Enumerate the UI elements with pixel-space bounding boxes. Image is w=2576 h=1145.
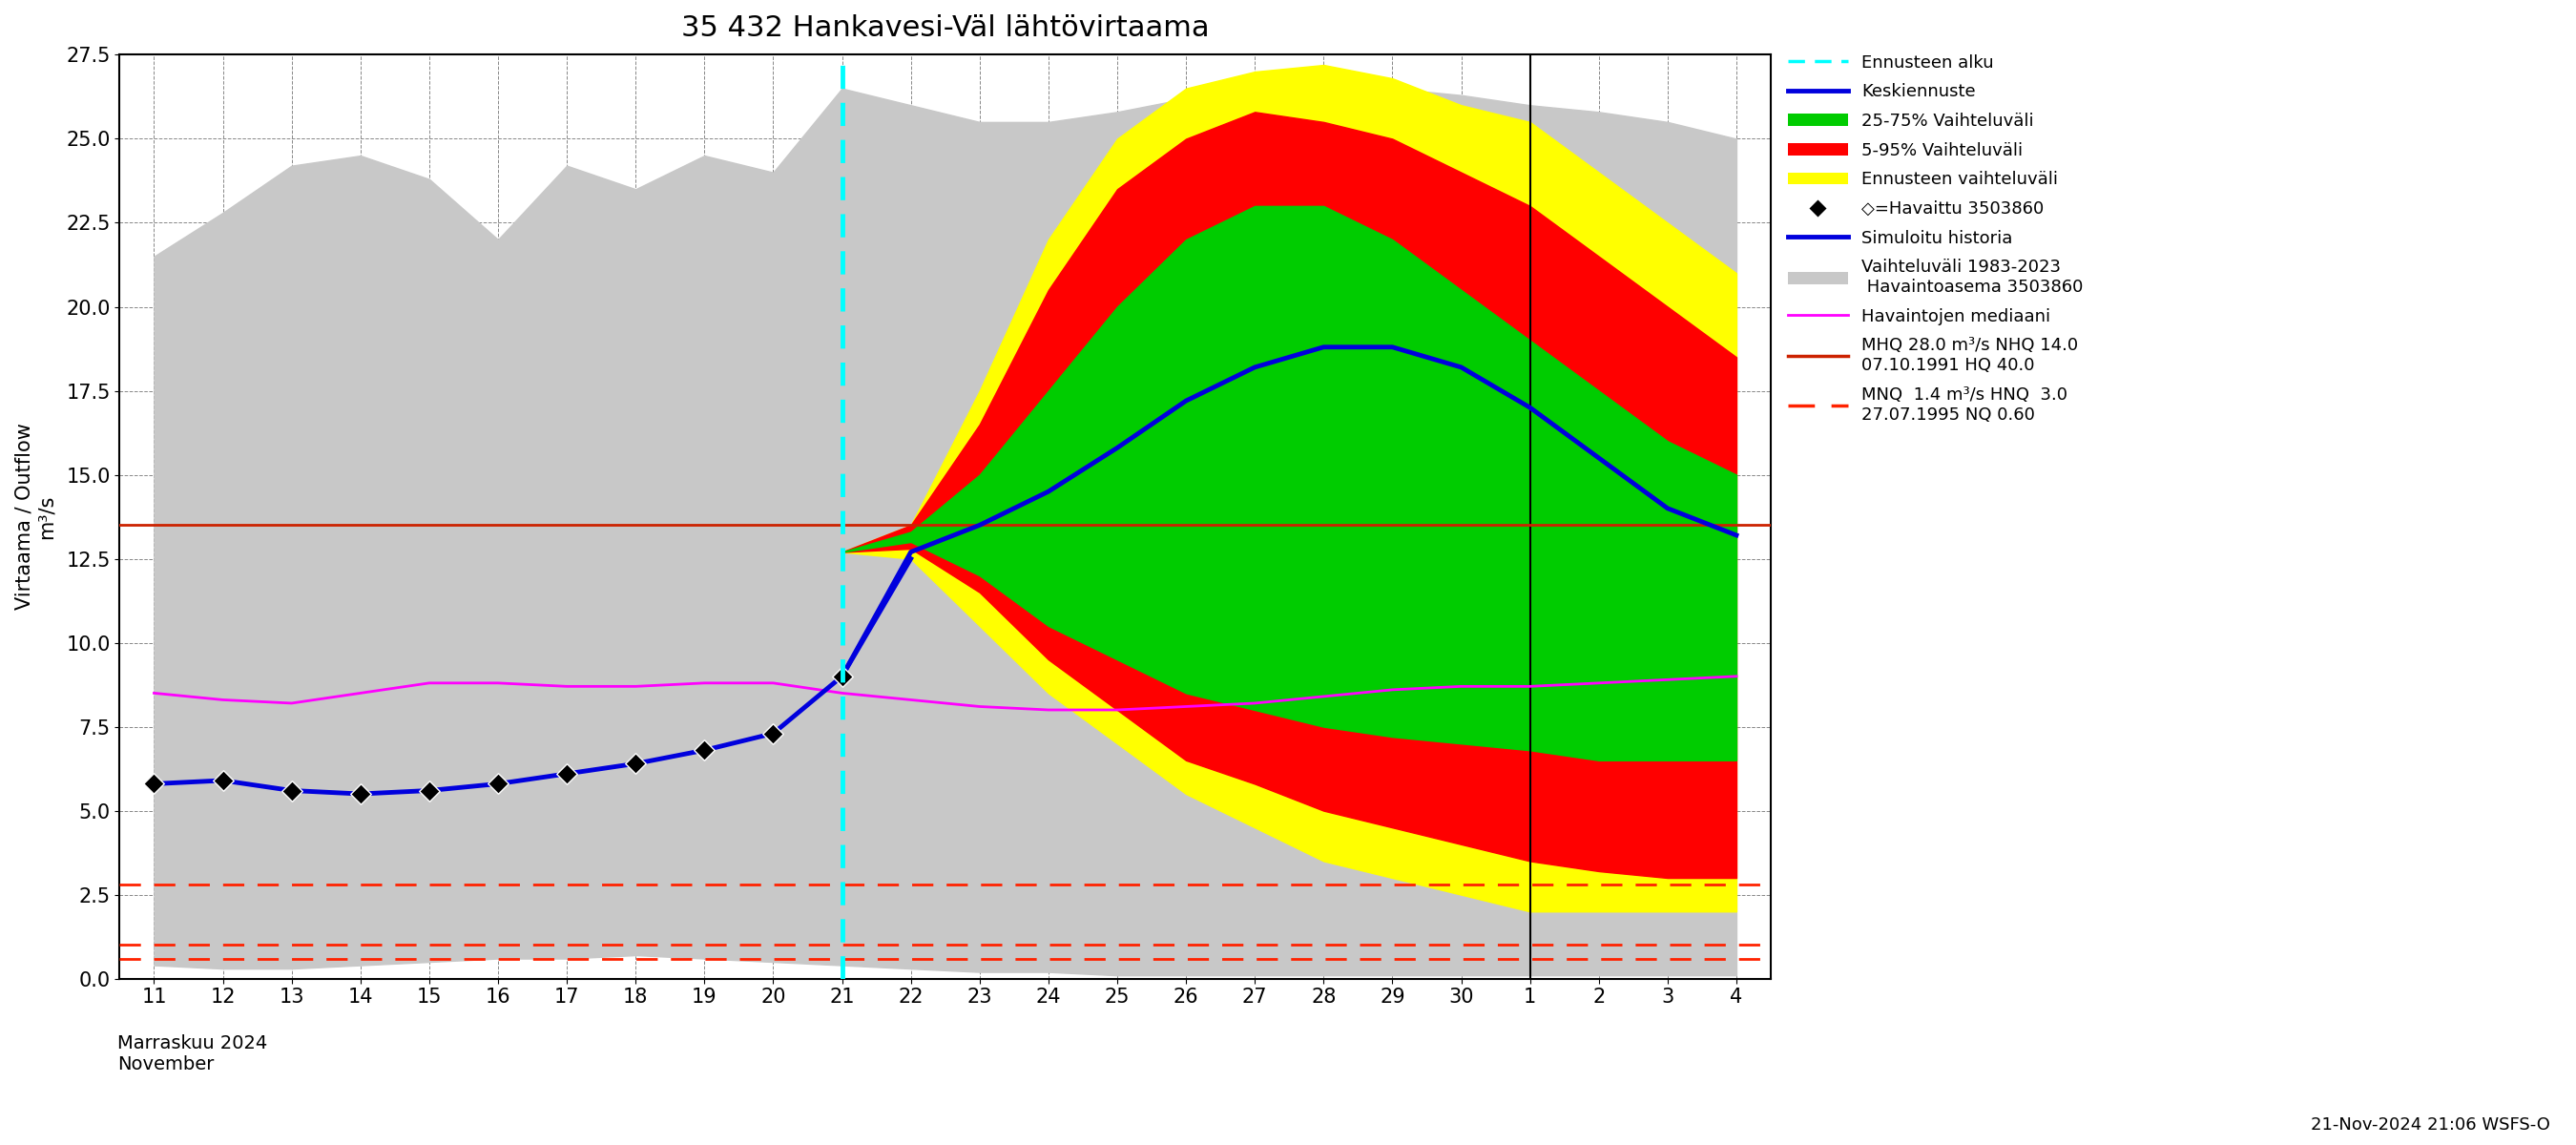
Point <box>752 725 793 743</box>
Legend: Ennusteen alku, Keskiennuste, 25-75% Vaihteluväli, 5-95% Vaihteluväli, Ennusteen: Ennusteen alku, Keskiennuste, 25-75% Vai… <box>1788 54 2084 424</box>
Point <box>204 772 245 790</box>
Title: 35 432 Hankavesi-Väl lähtövirtaama: 35 432 Hankavesi-Väl lähtövirtaama <box>680 14 1208 42</box>
Point <box>270 781 312 799</box>
Point <box>683 741 724 759</box>
Point <box>616 755 657 773</box>
Point <box>822 668 863 686</box>
Text: Marraskuu 2024
November: Marraskuu 2024 November <box>116 1034 268 1074</box>
Point <box>340 784 381 803</box>
Text: 21-Nov-2024 21:06 WSFS-O: 21-Nov-2024 21:06 WSFS-O <box>2311 1116 2550 1134</box>
Point <box>134 775 175 793</box>
Point <box>477 775 518 793</box>
Point <box>546 765 587 783</box>
Point <box>410 781 451 799</box>
Y-axis label: Virtaama / Outflow
m³/s: Virtaama / Outflow m³/s <box>15 424 57 610</box>
